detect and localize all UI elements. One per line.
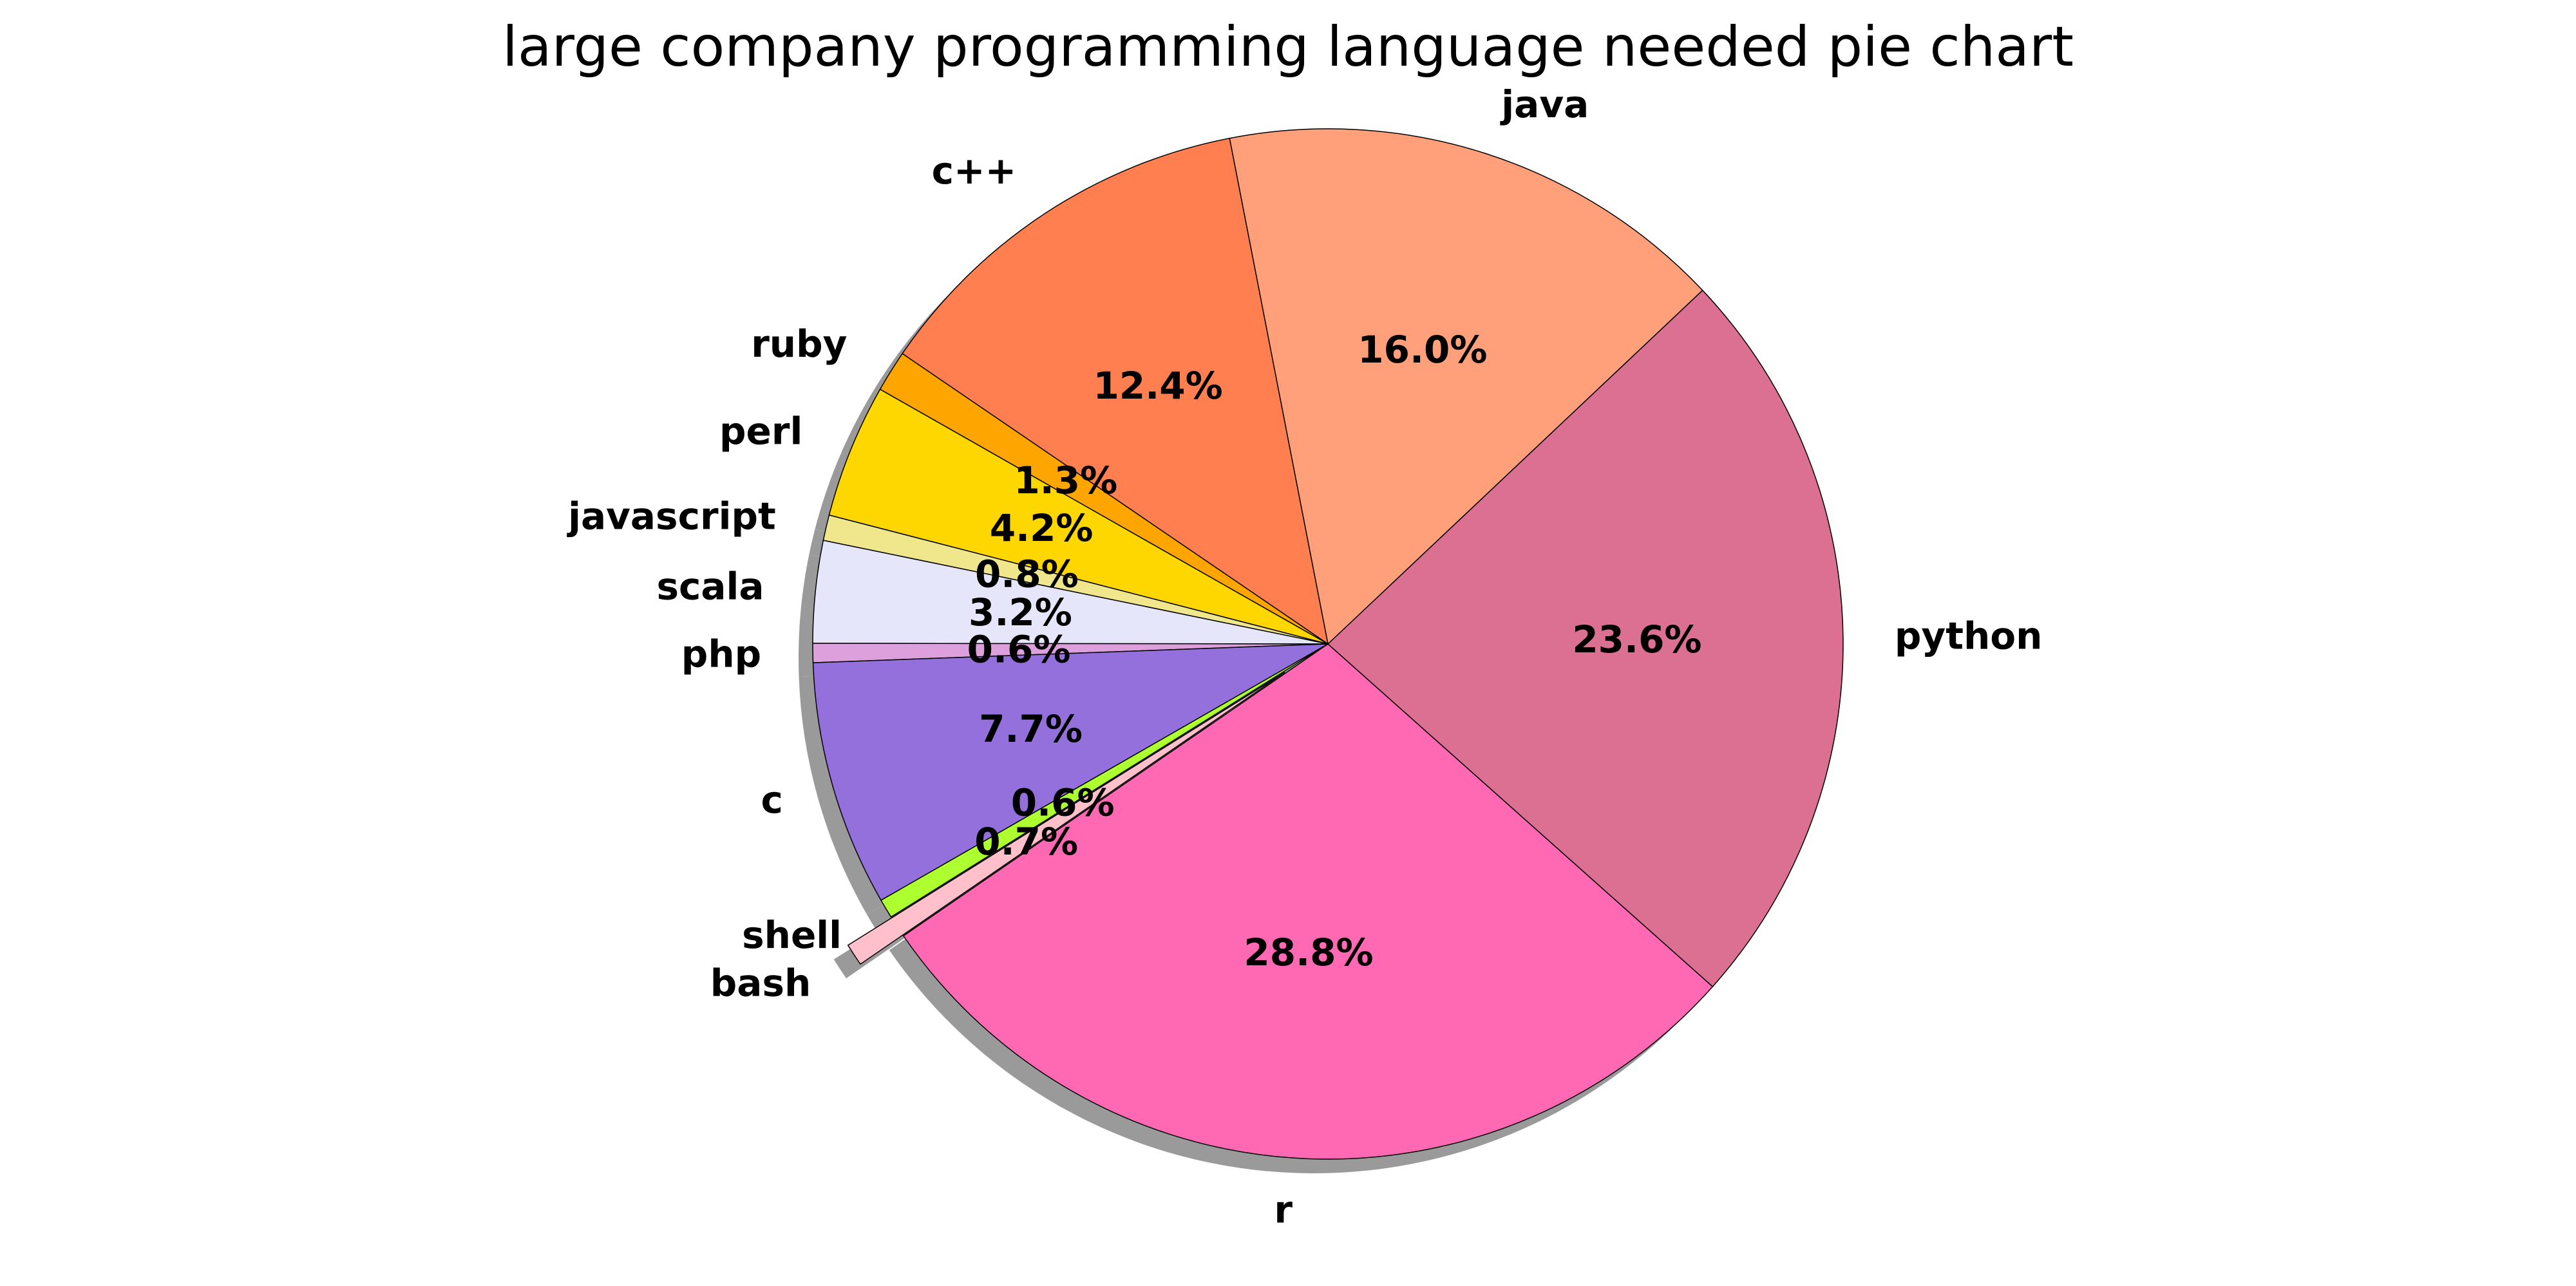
slice-label-r: r	[1274, 1187, 1293, 1231]
chart-title: large company programming language neede…	[502, 15, 2074, 79]
pie-slice-c	[812, 643, 1329, 902]
slice-pct-scala: 3.2%	[969, 591, 1072, 634]
slice-pct-python: 23.6%	[1572, 618, 1701, 661]
pct-layer: 0.7% 28.8% 23.6% 16.0% 12.4% 1.3%4.2%0.8%3.2%…	[967, 328, 1702, 974]
slice-label-bash: bash	[710, 961, 811, 1005]
label-layer: bash r python java c++ ruby perl javascript scal…	[567, 82, 2042, 1231]
slice-pct-javascript: 0.8%	[975, 553, 1079, 596]
pie-slice-bash	[847, 672, 1285, 965]
slice-pct-shell: 0.6%	[1011, 781, 1115, 825]
slice-pct-perl: 4.2%	[990, 506, 1094, 550]
slice-pct-r: 28.8%	[1244, 931, 1373, 974]
slice-label-perl: perl	[719, 410, 802, 453]
slice-label-python: python	[1895, 614, 2042, 657]
slice-pct-c: 7.7%	[979, 707, 1083, 751]
slice-label-javascript: javascript	[567, 494, 776, 538]
slice-label-php: php	[681, 632, 761, 676]
slice-pct-bash: 0.7%	[974, 820, 1078, 864]
pie-slice-cplusplus	[902, 137, 1329, 645]
slice-pct-php: 0.6%	[967, 627, 1071, 671]
slice-label-shell: shell	[742, 913, 842, 957]
slice-label-cplusplus: c++	[932, 149, 1017, 193]
slice-label-c: c	[761, 778, 783, 822]
slice-pct-ruby: 1.3%	[1014, 459, 1117, 502]
slice-pct-java: 16.0%	[1358, 328, 1487, 372]
slice-label-scala: scala	[657, 564, 764, 608]
pie-slice-perl	[828, 388, 1329, 645]
slice-layer	[812, 128, 1844, 1160]
pie-slice-r	[902, 643, 1714, 1160]
slice-label-java: java	[1500, 82, 1589, 126]
slice-pct-cplusplus: 12.4%	[1094, 364, 1223, 408]
pie-slice-java	[1229, 128, 1703, 645]
pie-slice-python	[1327, 289, 1844, 988]
slice-label-ruby: ruby	[751, 322, 847, 366]
pie-slice-shell	[880, 643, 1329, 918]
